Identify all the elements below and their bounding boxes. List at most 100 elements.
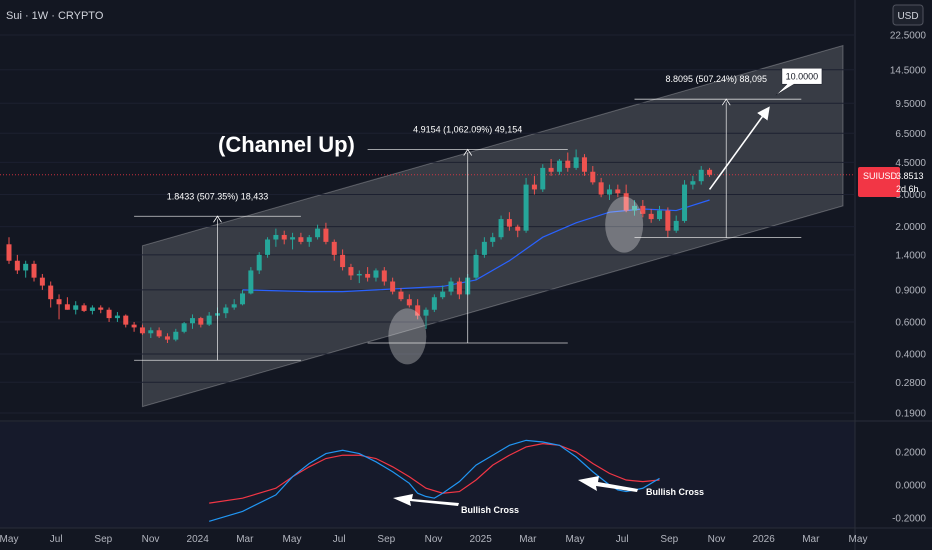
channel-title: (Channel Up) (218, 132, 355, 157)
measure-tools[interactable] (134, 98, 802, 361)
target-callout[interactable]: 10.0000 (775, 67, 823, 96)
candle (523, 177, 529, 233)
price-tick-label: 6.5000 (895, 129, 926, 140)
candle (23, 260, 29, 278)
time-tick-label: Mar (519, 534, 537, 545)
candle-body (23, 263, 29, 271)
candle-body (164, 336, 170, 340)
candle-body (431, 297, 437, 310)
candle (265, 237, 271, 258)
candle (98, 305, 104, 314)
time-axis[interactable]: May Jul Sep Nov 2024 Mar May Jul Sep Nov 2025 Mar Ma… (0, 534, 867, 545)
candle (81, 303, 87, 313)
projection-arrow[interactable] (708, 106, 770, 190)
candle (682, 180, 688, 223)
candle-body (648, 213, 654, 220)
candle (498, 215, 504, 240)
candle (39, 273, 45, 290)
candle (398, 288, 404, 302)
candle (640, 199, 646, 218)
candle-body (531, 184, 537, 190)
candle (340, 249, 346, 271)
candle-body (423, 309, 429, 316)
time-tick-label: Nov (425, 534, 443, 545)
candle-body (148, 330, 154, 334)
candle-body (56, 299, 62, 305)
candle-body (365, 273, 371, 278)
candle (490, 232, 496, 247)
candle (390, 277, 396, 295)
candle-body (240, 293, 246, 305)
candle (248, 267, 254, 295)
price-tick-label: 0.4000 (895, 350, 926, 361)
currency-button[interactable]: USD (892, 4, 924, 26)
osc-tick-label: 0.2000 (895, 447, 926, 458)
candle (315, 224, 321, 240)
time-tick-label: 2026 (753, 534, 776, 545)
channel-band (141, 44, 844, 408)
price-tick-label: 1.4000 (895, 250, 926, 261)
candle (331, 239, 337, 261)
cross-arrow-1 (393, 494, 459, 506)
candle (515, 224, 521, 238)
price-tick-label: 3.0000 (895, 190, 926, 201)
bullish-cross-callout-2[interactable]: Bullish Cross (578, 476, 704, 497)
candle (189, 314, 195, 329)
candle-body (640, 205, 646, 214)
candle-body (273, 234, 279, 240)
price-axis[interactable]: 22.5000 14.5000 9.5000 6.5000 4.5000 3.0000 2.… (890, 31, 927, 420)
candle-body (206, 315, 212, 325)
candle (14, 254, 20, 274)
candle-body (265, 239, 271, 255)
candle-body (690, 181, 696, 185)
candle (648, 208, 654, 223)
candle (506, 212, 512, 231)
candle-body (81, 305, 87, 311)
candlestick-series (6, 149, 713, 343)
candle (89, 305, 95, 315)
candle (348, 263, 354, 280)
candle-body (398, 291, 404, 300)
time-tick-label: Jul (50, 534, 63, 545)
candle (381, 267, 387, 286)
price-tag-countdown: 2d 6h (896, 184, 919, 194)
candle-body (348, 267, 354, 276)
candle (64, 297, 70, 310)
measure-arrowhead (213, 215, 222, 223)
candle-body (440, 291, 446, 298)
cross-arrow-2 (578, 476, 638, 492)
candle (573, 149, 579, 170)
candle-body (606, 189, 612, 195)
candle (48, 281, 54, 308)
candle-body (581, 157, 587, 172)
highlight-circles (388, 196, 644, 365)
bullish-cross-callout-1[interactable]: Bullish Cross (393, 494, 519, 515)
time-tick-label: May (566, 534, 585, 545)
candle-body (114, 315, 120, 319)
candle-body (306, 237, 312, 242)
candle-body (573, 157, 579, 168)
candle-body (39, 277, 45, 286)
candle (181, 321, 187, 334)
candle-body (415, 305, 421, 316)
candle (256, 252, 262, 274)
time-tick-label: May (0, 534, 18, 545)
candle-body (548, 167, 554, 172)
oscillator-pane[interactable] (0, 422, 855, 528)
candle (406, 294, 412, 308)
channel-up-drawing[interactable] (141, 44, 844, 408)
candle (290, 232, 296, 250)
target-label: 10.0000 (786, 72, 819, 82)
candle-body (14, 260, 20, 271)
candle (306, 234, 312, 247)
candle-body (98, 307, 104, 310)
measure-label-2: 4.9154 (1,062.09%) 49,154 (413, 124, 522, 134)
candle-body (381, 270, 387, 282)
measure-label-1: 1.8433 (507.35%) 18,433 (167, 191, 269, 201)
time-tick-label: 2025 (470, 534, 493, 545)
candle (707, 167, 713, 177)
osc-tick-label: 0.0000 (895, 480, 926, 491)
candle-body (331, 241, 337, 255)
